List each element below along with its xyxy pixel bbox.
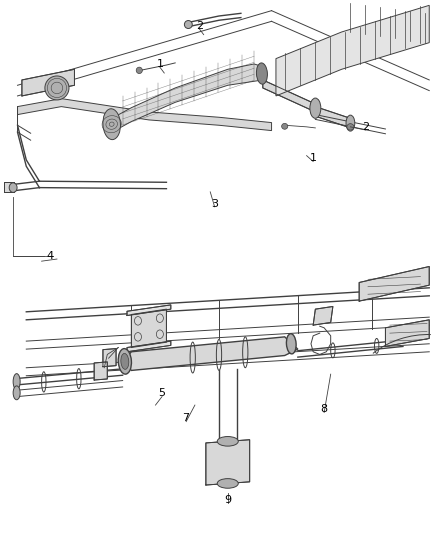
Polygon shape xyxy=(315,107,350,128)
Ellipse shape xyxy=(103,109,120,140)
Polygon shape xyxy=(18,99,272,131)
Ellipse shape xyxy=(118,349,131,374)
Ellipse shape xyxy=(45,76,69,100)
Ellipse shape xyxy=(310,98,321,118)
Polygon shape xyxy=(131,309,166,348)
Polygon shape xyxy=(206,440,250,485)
Ellipse shape xyxy=(136,67,142,74)
Polygon shape xyxy=(123,337,298,370)
Text: 7: 7 xyxy=(183,414,190,423)
Text: 9: 9 xyxy=(224,495,231,505)
Polygon shape xyxy=(359,266,429,301)
Ellipse shape xyxy=(13,386,20,400)
Ellipse shape xyxy=(121,353,129,369)
Ellipse shape xyxy=(346,115,355,131)
Polygon shape xyxy=(114,64,263,131)
Text: 2: 2 xyxy=(362,122,369,132)
Ellipse shape xyxy=(217,437,238,446)
Text: 1: 1 xyxy=(156,59,163,69)
Ellipse shape xyxy=(217,479,238,488)
Ellipse shape xyxy=(347,124,354,130)
Polygon shape xyxy=(94,362,107,380)
Polygon shape xyxy=(263,80,315,112)
Text: 8: 8 xyxy=(321,405,328,414)
Ellipse shape xyxy=(184,21,192,29)
Text: 4: 4 xyxy=(47,251,54,261)
Polygon shape xyxy=(127,341,171,352)
Ellipse shape xyxy=(9,183,17,192)
Polygon shape xyxy=(103,349,116,367)
Ellipse shape xyxy=(286,334,296,354)
Polygon shape xyxy=(22,69,74,96)
Polygon shape xyxy=(276,5,429,96)
Text: 1: 1 xyxy=(310,154,317,163)
Ellipse shape xyxy=(282,124,288,130)
Ellipse shape xyxy=(256,63,268,84)
Polygon shape xyxy=(385,320,429,346)
Polygon shape xyxy=(313,306,333,325)
Text: 5: 5 xyxy=(159,389,166,398)
Text: 3: 3 xyxy=(211,199,218,208)
Text: 2: 2 xyxy=(196,21,203,30)
Polygon shape xyxy=(4,182,14,192)
Polygon shape xyxy=(127,305,171,316)
Ellipse shape xyxy=(13,374,20,390)
